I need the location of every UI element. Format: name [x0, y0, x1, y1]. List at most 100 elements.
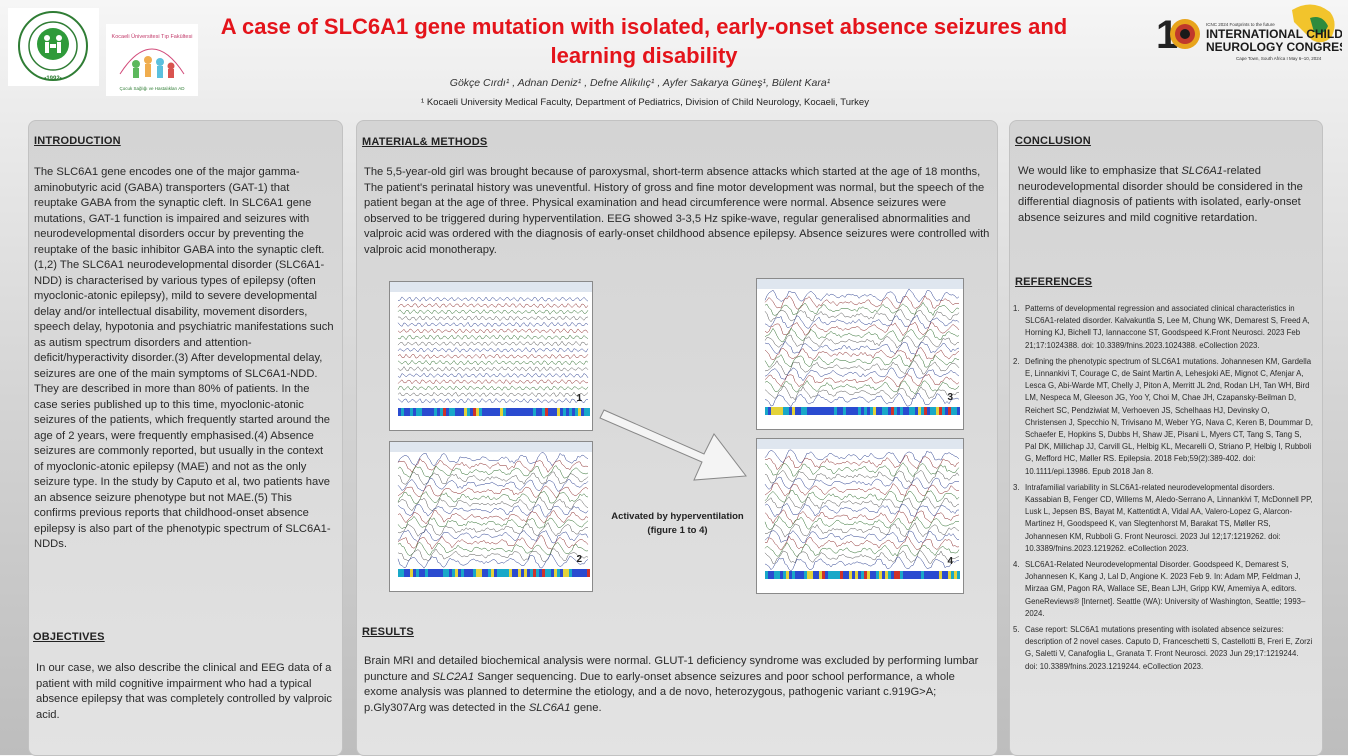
eeg-spectrogram-cell [930, 407, 933, 415]
eeg-spectrogram-cell [933, 571, 936, 579]
eeg-spectrogram-cell [870, 407, 873, 415]
svg-text:Kocaeli Üniversitesi Tıp Fakül: Kocaeli Üniversitesi Tıp Fakültesi [112, 33, 193, 40]
eeg-spectrogram-cell [527, 408, 530, 416]
eeg-trace [397, 535, 589, 550]
eeg-spectrogram-cell [572, 569, 575, 577]
eeg-spectrogram-cell [825, 407, 828, 415]
eeg-trace [397, 366, 589, 372]
eeg-spectrogram-cell [768, 407, 771, 415]
eeg-spectrogram-cell [765, 407, 768, 415]
poster-header: •1992• Kocaeli Üniversitesi Tıp Fakültes… [0, 0, 1348, 118]
eeg-trace [765, 535, 960, 551]
eeg-spectrogram-cell [413, 408, 416, 416]
eeg-trace [397, 465, 589, 479]
eeg-spectrogram-cell [879, 571, 882, 579]
eeg-spectrogram-cell [425, 569, 428, 577]
eeg-spectrogram-cell [566, 408, 569, 416]
eeg-spectrogram-cell [807, 571, 810, 579]
eeg-spectrogram-cell [837, 407, 840, 415]
results-heading: RESULTS [362, 626, 414, 638]
eeg-spectrogram-cell [804, 407, 807, 415]
eeg-spectrogram-cell [819, 407, 822, 415]
eeg-spectrogram-cell [485, 408, 488, 416]
eeg-spectrogram-cell [813, 571, 816, 579]
figure-3-label: 3 [947, 392, 953, 403]
eeg-spectrogram-cell [822, 407, 825, 415]
reference-item: 4. SLC6A1-Related Neurodevelopmental Diso… [1013, 560, 1306, 618]
eeg-spectrogram-cell [915, 407, 918, 415]
eeg-spectrogram-cell [906, 571, 909, 579]
svg-text:•1992•: •1992• [44, 76, 62, 82]
eeg-trace [764, 327, 960, 343]
eeg-spectrogram-cell [888, 571, 891, 579]
eeg-spectrogram-cell [533, 408, 536, 416]
eeg-trace [764, 360, 960, 375]
eeg-trace [764, 489, 960, 503]
figure-2-label: 2 [576, 554, 582, 565]
eeg-spectrogram-cell [512, 569, 515, 577]
eeg-spectrogram-cell [825, 571, 828, 579]
svg-text:ICNC 2024 Footprints to the f: ICNC 2024 Footprints to the future [1206, 22, 1275, 27]
eeg-spectrogram-cell [470, 569, 473, 577]
eeg-spectrogram-cell [819, 571, 822, 579]
eeg-spectrogram-cell [789, 571, 792, 579]
eeg-spectrogram-cell [795, 407, 798, 415]
eeg-spectrogram-cell [774, 571, 777, 579]
eeg-trace [397, 397, 589, 404]
eeg-trace [764, 321, 960, 337]
eeg-spectrogram-cell [927, 571, 930, 579]
figure-1-label: 1 [576, 393, 582, 404]
eeg-spectrogram-cell [542, 408, 545, 416]
eeg-spectrogram-cell [578, 408, 581, 416]
eeg-spectrogram-cell [951, 571, 954, 579]
eeg-spectrogram-cell [443, 408, 446, 416]
eeg-spectrogram-cell [458, 408, 461, 416]
eeg-spectrogram-cell [873, 571, 876, 579]
eeg-spectrogram-cell [888, 407, 891, 415]
eeg-spectrogram-cell [506, 569, 509, 577]
eeg-spectrogram-cell [831, 407, 834, 415]
congress-name-line1: INTERNATIONAL CHILD [1206, 27, 1342, 41]
eeg-spectrogram-cell [503, 569, 506, 577]
eeg-trace [397, 528, 589, 544]
eeg-spectrogram-cell [909, 407, 912, 415]
eeg-spectrogram-cell [431, 408, 434, 416]
eeg-trace [764, 314, 960, 329]
eeg-spectrogram-cell [855, 571, 858, 579]
eeg-spectrogram-cell [578, 569, 581, 577]
objectives-text: In our case, we also describe the clinic… [36, 662, 333, 721]
eeg-trace [764, 556, 960, 572]
eeg-spectrogram-cell [930, 571, 933, 579]
eeg-spectrogram-cell [563, 408, 566, 416]
eeg-spectrogram-cell [921, 571, 924, 579]
eeg-spectrogram-cell [837, 571, 840, 579]
eeg-spectrogram-cell [566, 569, 569, 577]
eeg-spectrogram-cell [494, 569, 497, 577]
eeg-spectrogram-cell [780, 407, 783, 415]
eeg-trace [764, 530, 960, 544]
eeg-spectrogram-cell [446, 569, 449, 577]
eeg-trace [397, 458, 589, 473]
eeg-trace [764, 476, 960, 490]
eeg-spectrogram-cell [870, 571, 873, 579]
eeg-spectrogram-cell [563, 569, 566, 577]
eeg-trace [397, 340, 589, 347]
eeg-spectrogram-cell [939, 407, 942, 415]
eeg-spectrogram-cell [921, 407, 924, 415]
eeg-trace [764, 455, 960, 470]
eeg-spectrogram-cell [428, 408, 431, 416]
svg-text:1: 1 [1156, 13, 1178, 57]
eeg-spectrogram-cell [398, 569, 401, 577]
eeg-spectrogram-cell [786, 571, 789, 579]
eeg-spectrogram-cell [813, 407, 816, 415]
eeg-spectrogram-cell [575, 569, 578, 577]
eeg-spectrogram-cell [551, 408, 554, 416]
eeg-spectrogram-cell [891, 571, 894, 579]
kocaeli-university-logo: •1992• [8, 8, 99, 86]
eeg-spectrogram-cell [948, 407, 951, 415]
eeg-spectrogram-cell [843, 407, 846, 415]
eeg-spectrogram-cell [801, 571, 804, 579]
eeg-trace [397, 452, 589, 467]
eeg-spectrogram-cell [554, 569, 557, 577]
eeg-spectrogram-cell [473, 408, 476, 416]
